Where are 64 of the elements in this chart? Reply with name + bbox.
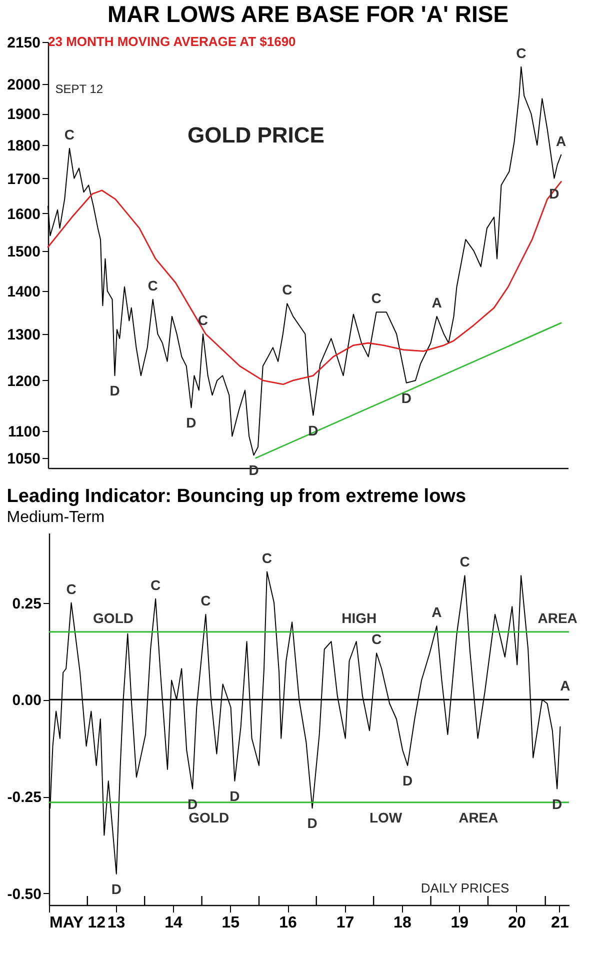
y-tick-label: 1500 [7,243,40,260]
line-series [47,181,562,386]
annotation: D [186,414,196,431]
annotation: C [148,277,158,294]
annotation: D [110,382,120,399]
annotation: C [150,576,161,593]
annotation: D [402,772,413,788]
annotation: GOLD [188,809,230,826]
annotation: D [307,815,318,832]
annotation: C [371,290,382,306]
annotation: HIGH [342,610,377,626]
annotation: DAILY PRICES [420,880,510,896]
y-tick-label: 1400 [7,283,40,300]
x-tick-label: 15 [222,914,240,932]
y-tick-label: 1050 [7,450,40,468]
y-tick-label: 1200 [7,372,40,390]
y-tick-label: 1900 [7,106,40,124]
annotation: C [282,282,292,298]
chart-title: MAR LOWS ARE BASE FOR 'A' RISE [107,1,509,27]
x-tick-label: MAY 12 [50,914,106,932]
annotation: D [549,185,560,202]
annotation: C [64,126,75,142]
x-tick-label: 16 [279,914,298,932]
y-tick-label: 1800 [7,138,40,155]
x-tick-label: 13 [107,914,126,932]
y-tick-label: -0.25 [7,789,42,806]
annotation: C [460,554,470,570]
annotation: A [432,604,442,620]
y-tick-label: 1300 [7,326,40,344]
y-tick-label: 2150 [7,34,40,52]
annotation: AREA [458,809,498,826]
y-tick-label: 1100 [8,423,40,440]
annotation: C [200,592,211,608]
y-tick-label: 1600 [7,206,40,223]
annotation: C [516,44,526,61]
x-tick-label: 19 [450,914,469,932]
annotation: SEPT 12 [55,82,104,96]
annotation: C [198,312,208,328]
text: 23 MONTH MOVING AVERAGE AT $1690 [48,34,296,49]
x-tick-label: 21 [551,914,569,932]
y-tick-label: 0.25 [12,595,42,612]
y-tick-label: 1700 [7,170,40,188]
y-tick-label: -0.50 [7,886,42,903]
annotation: C [66,580,76,597]
annotation: A [432,294,442,310]
x-tick-label: 18 [394,914,412,932]
annotation: C [371,631,382,648]
annotation: AREA [538,610,578,626]
annotation: C [262,550,272,566]
x-tick-label: 20 [508,914,526,932]
chart-subtitle: Medium-Term [6,509,105,526]
annotation: D [111,881,122,897]
annotation: A [556,132,566,149]
annotation: LOW [369,809,403,826]
chart-title: Leading Indicator: Bouncing up from extreme lows [6,486,466,507]
x-tick-label: 17 [336,914,354,932]
annotation: A [560,678,570,694]
y-tick-label: 0.00 [12,692,42,710]
annotation: D [230,788,240,804]
annotation: D [401,390,412,406]
annotation: GOLD PRICE [188,122,324,148]
y-tick-label: 2000 [7,76,40,94]
x-tick-label: 14 [164,914,182,932]
annotation: GOLD [93,610,134,626]
